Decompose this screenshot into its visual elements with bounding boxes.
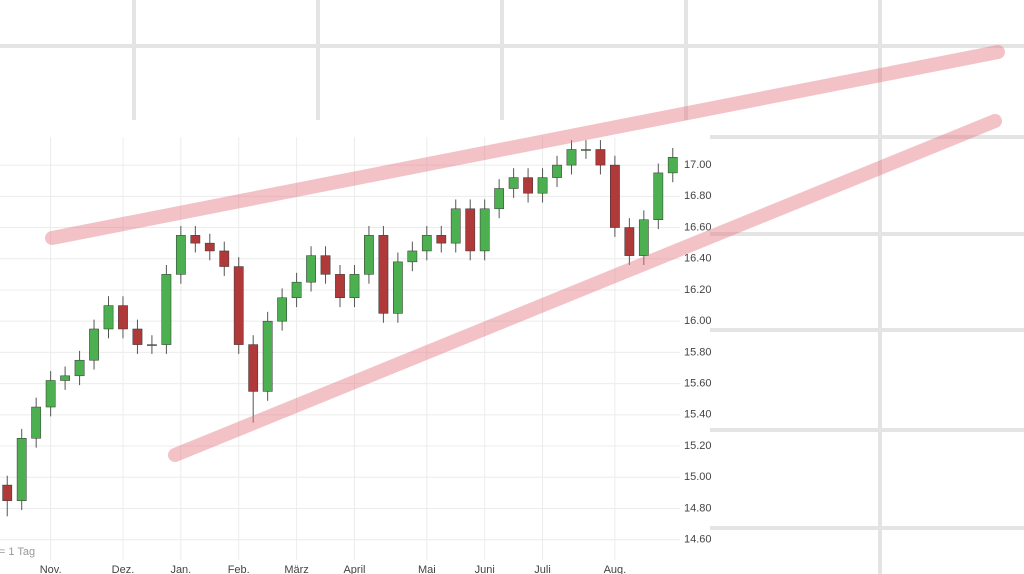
candle-body <box>306 255 316 283</box>
candle-body <box>523 177 533 194</box>
candle-body <box>364 235 374 275</box>
candle-body <box>465 208 476 252</box>
x-tick-label: April <box>343 564 365 574</box>
candle-body <box>624 227 635 256</box>
candle-body <box>89 328 99 361</box>
candle-body <box>147 344 157 346</box>
candle-body <box>581 149 591 151</box>
y-tick-label: 17.00 <box>684 159 712 171</box>
x-tick-label: Mai <box>418 564 436 574</box>
candle-body <box>552 164 562 178</box>
candle-body <box>2 484 13 501</box>
x-tick-label: März <box>284 564 308 574</box>
candle-body <box>653 172 664 220</box>
candle-body <box>248 344 259 392</box>
candle-body <box>262 320 273 392</box>
x-tick-label: Juli <box>534 564 551 574</box>
candle-body <box>291 281 302 299</box>
candle-body <box>610 164 620 228</box>
x-tick-label: Juni <box>475 564 495 574</box>
candle-body <box>566 149 577 166</box>
candle-body <box>320 255 331 275</box>
y-tick-label: 15.80 <box>684 346 712 358</box>
candle-body <box>349 274 360 299</box>
y-tick-label: 16.60 <box>684 221 712 233</box>
candle-body <box>595 149 606 166</box>
candle-body <box>161 274 172 345</box>
x-tick-label: Nov. <box>40 564 62 574</box>
y-tick-label: 15.60 <box>684 378 712 390</box>
candle-body <box>436 235 447 244</box>
y-tick-label: 15.40 <box>684 409 712 421</box>
y-tick-label: 16.00 <box>684 315 712 327</box>
y-tick-label: 16.80 <box>684 190 712 202</box>
candle-body <box>537 177 548 194</box>
trend-line <box>45 45 1005 245</box>
candle-body <box>508 177 519 189</box>
candle-body <box>132 328 143 345</box>
candle-body <box>479 208 490 252</box>
candle-body <box>233 266 244 345</box>
candle-body <box>45 380 56 408</box>
candle-body <box>667 157 678 174</box>
x-tick-label: Feb. <box>228 564 250 574</box>
candle-body <box>16 438 27 501</box>
candle-body <box>494 188 505 210</box>
candle-body <box>421 235 432 252</box>
y-tick-label: 15.20 <box>684 440 712 452</box>
candle-body <box>277 297 288 322</box>
candle-body <box>450 208 461 244</box>
x-tick-label: Aug. <box>604 564 627 574</box>
candle-body <box>190 235 201 244</box>
y-tick-label: 16.20 <box>684 284 712 296</box>
candle-body <box>118 305 128 330</box>
y-tick-label: 15.00 <box>684 471 712 483</box>
candle-body <box>60 375 70 381</box>
y-tick-label: 14.60 <box>684 534 712 546</box>
candle-body <box>219 250 230 267</box>
candle-body <box>335 274 345 299</box>
y-tick-label: 16.40 <box>684 253 712 265</box>
candle-body <box>638 219 649 256</box>
candle-body <box>378 235 389 314</box>
interval-note: ck = 1 Tag <box>0 546 35 558</box>
candle-body <box>204 242 215 252</box>
candle-body <box>103 305 114 330</box>
candle-body <box>175 235 186 275</box>
candle-body <box>407 250 418 263</box>
trend-line <box>168 114 1002 462</box>
y-tick-label: 14.80 <box>684 502 712 514</box>
candle-body <box>74 359 85 377</box>
candle-body <box>31 406 42 439</box>
candle-body <box>392 261 403 314</box>
x-tick-label: Dez. <box>112 564 135 574</box>
x-tick-label: Jan. <box>170 564 191 574</box>
